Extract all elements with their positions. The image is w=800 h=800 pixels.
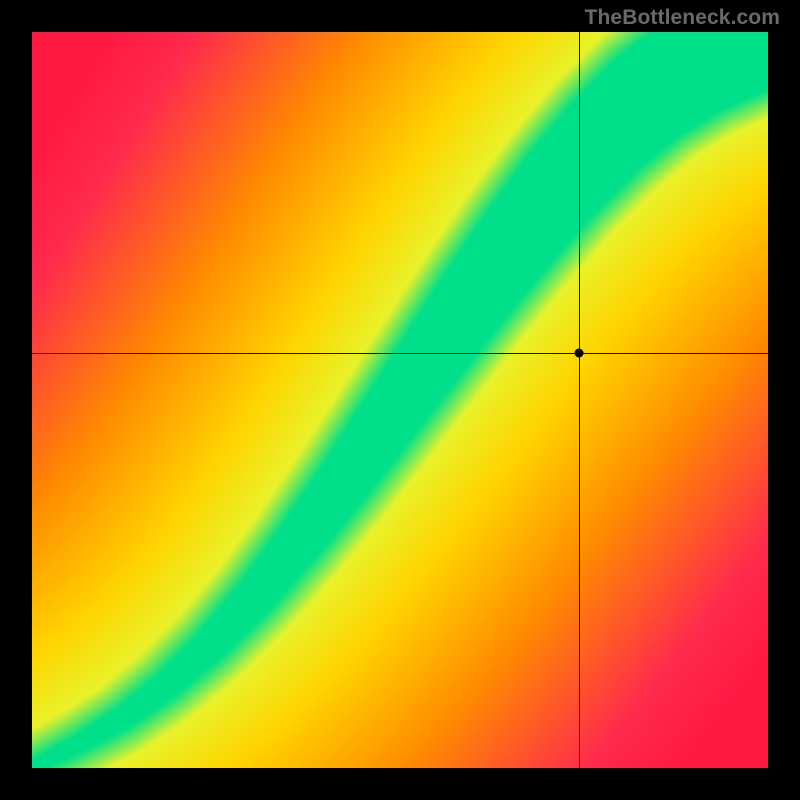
crosshair-marker <box>574 348 583 357</box>
crosshair-vertical <box>579 32 580 768</box>
bottleneck-heatmap <box>32 32 768 768</box>
heatmap-canvas <box>32 32 768 768</box>
crosshair-horizontal <box>32 353 768 354</box>
watermark-text: TheBottleneck.com <box>585 6 780 30</box>
